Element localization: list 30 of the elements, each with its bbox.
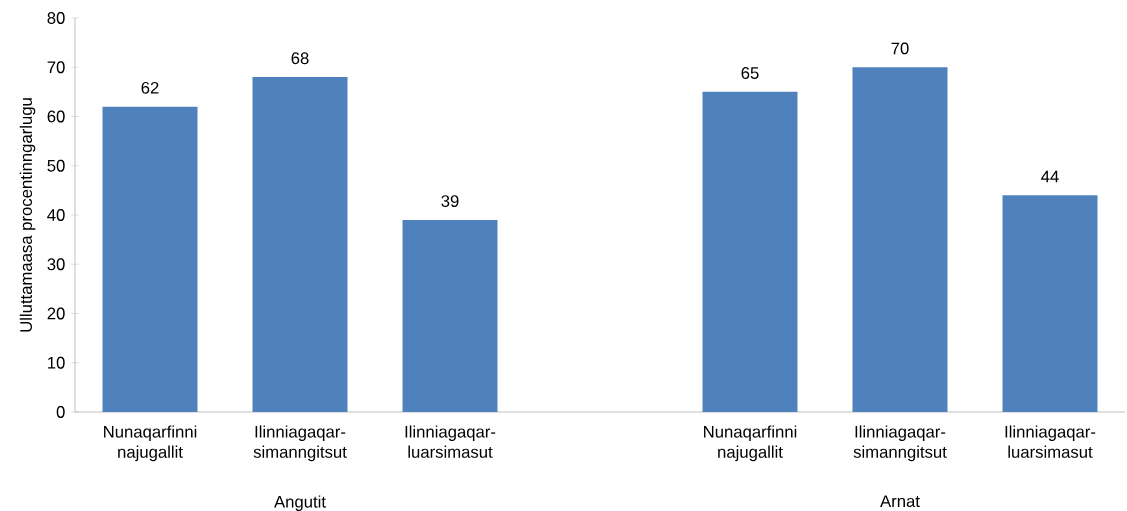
- bar: [1002, 195, 1098, 412]
- data-label: 68: [291, 52, 309, 65]
- y-tick-label: 40: [47, 209, 65, 221]
- data-label: 65: [741, 67, 759, 79]
- x-tick-label: Ilinniagaqar-simanngitsut: [253, 425, 347, 462]
- x-tick-label: Nunaqarfinni najugallit: [104, 425, 197, 462]
- y-tick-label: 60: [47, 110, 65, 123]
- y-tick-label: 30: [47, 258, 65, 271]
- bar: [102, 106, 198, 412]
- data-label: 44: [1041, 170, 1059, 183]
- bar: [252, 77, 348, 412]
- y-tick-label: 50: [47, 159, 65, 172]
- bar: [702, 91, 798, 412]
- bar: [852, 67, 948, 412]
- y-tick-label: 70: [47, 61, 65, 74]
- y-tick-label: 0: [56, 406, 65, 418]
- y-tick-label: 20: [47, 307, 65, 320]
- x-tick-label: Ilinniagaqar-simanngitsut: [853, 425, 947, 462]
- text: Angutit: [274, 495, 326, 511]
- bar: [402, 219, 498, 412]
- data-label: 39: [441, 195, 459, 207]
- x-tick-label: Ilinniagaqar-luarsimasut: [405, 425, 496, 458]
- y-tick-label: 80: [47, 12, 65, 24]
- y-tick-label: 10: [48, 356, 65, 369]
- data-label: 62: [141, 81, 159, 94]
- text: Arnat: [880, 495, 920, 508]
- data-label: 70: [891, 42, 909, 55]
- x-tick-label: Nunaqarfinni najugallit: [704, 425, 797, 462]
- y-axis-title: Ulluttamaasa procentinngarlugu: [19, 98, 36, 332]
- x-tick-label: Ilinniagaqar-luarsimasut: [1005, 425, 1096, 458]
